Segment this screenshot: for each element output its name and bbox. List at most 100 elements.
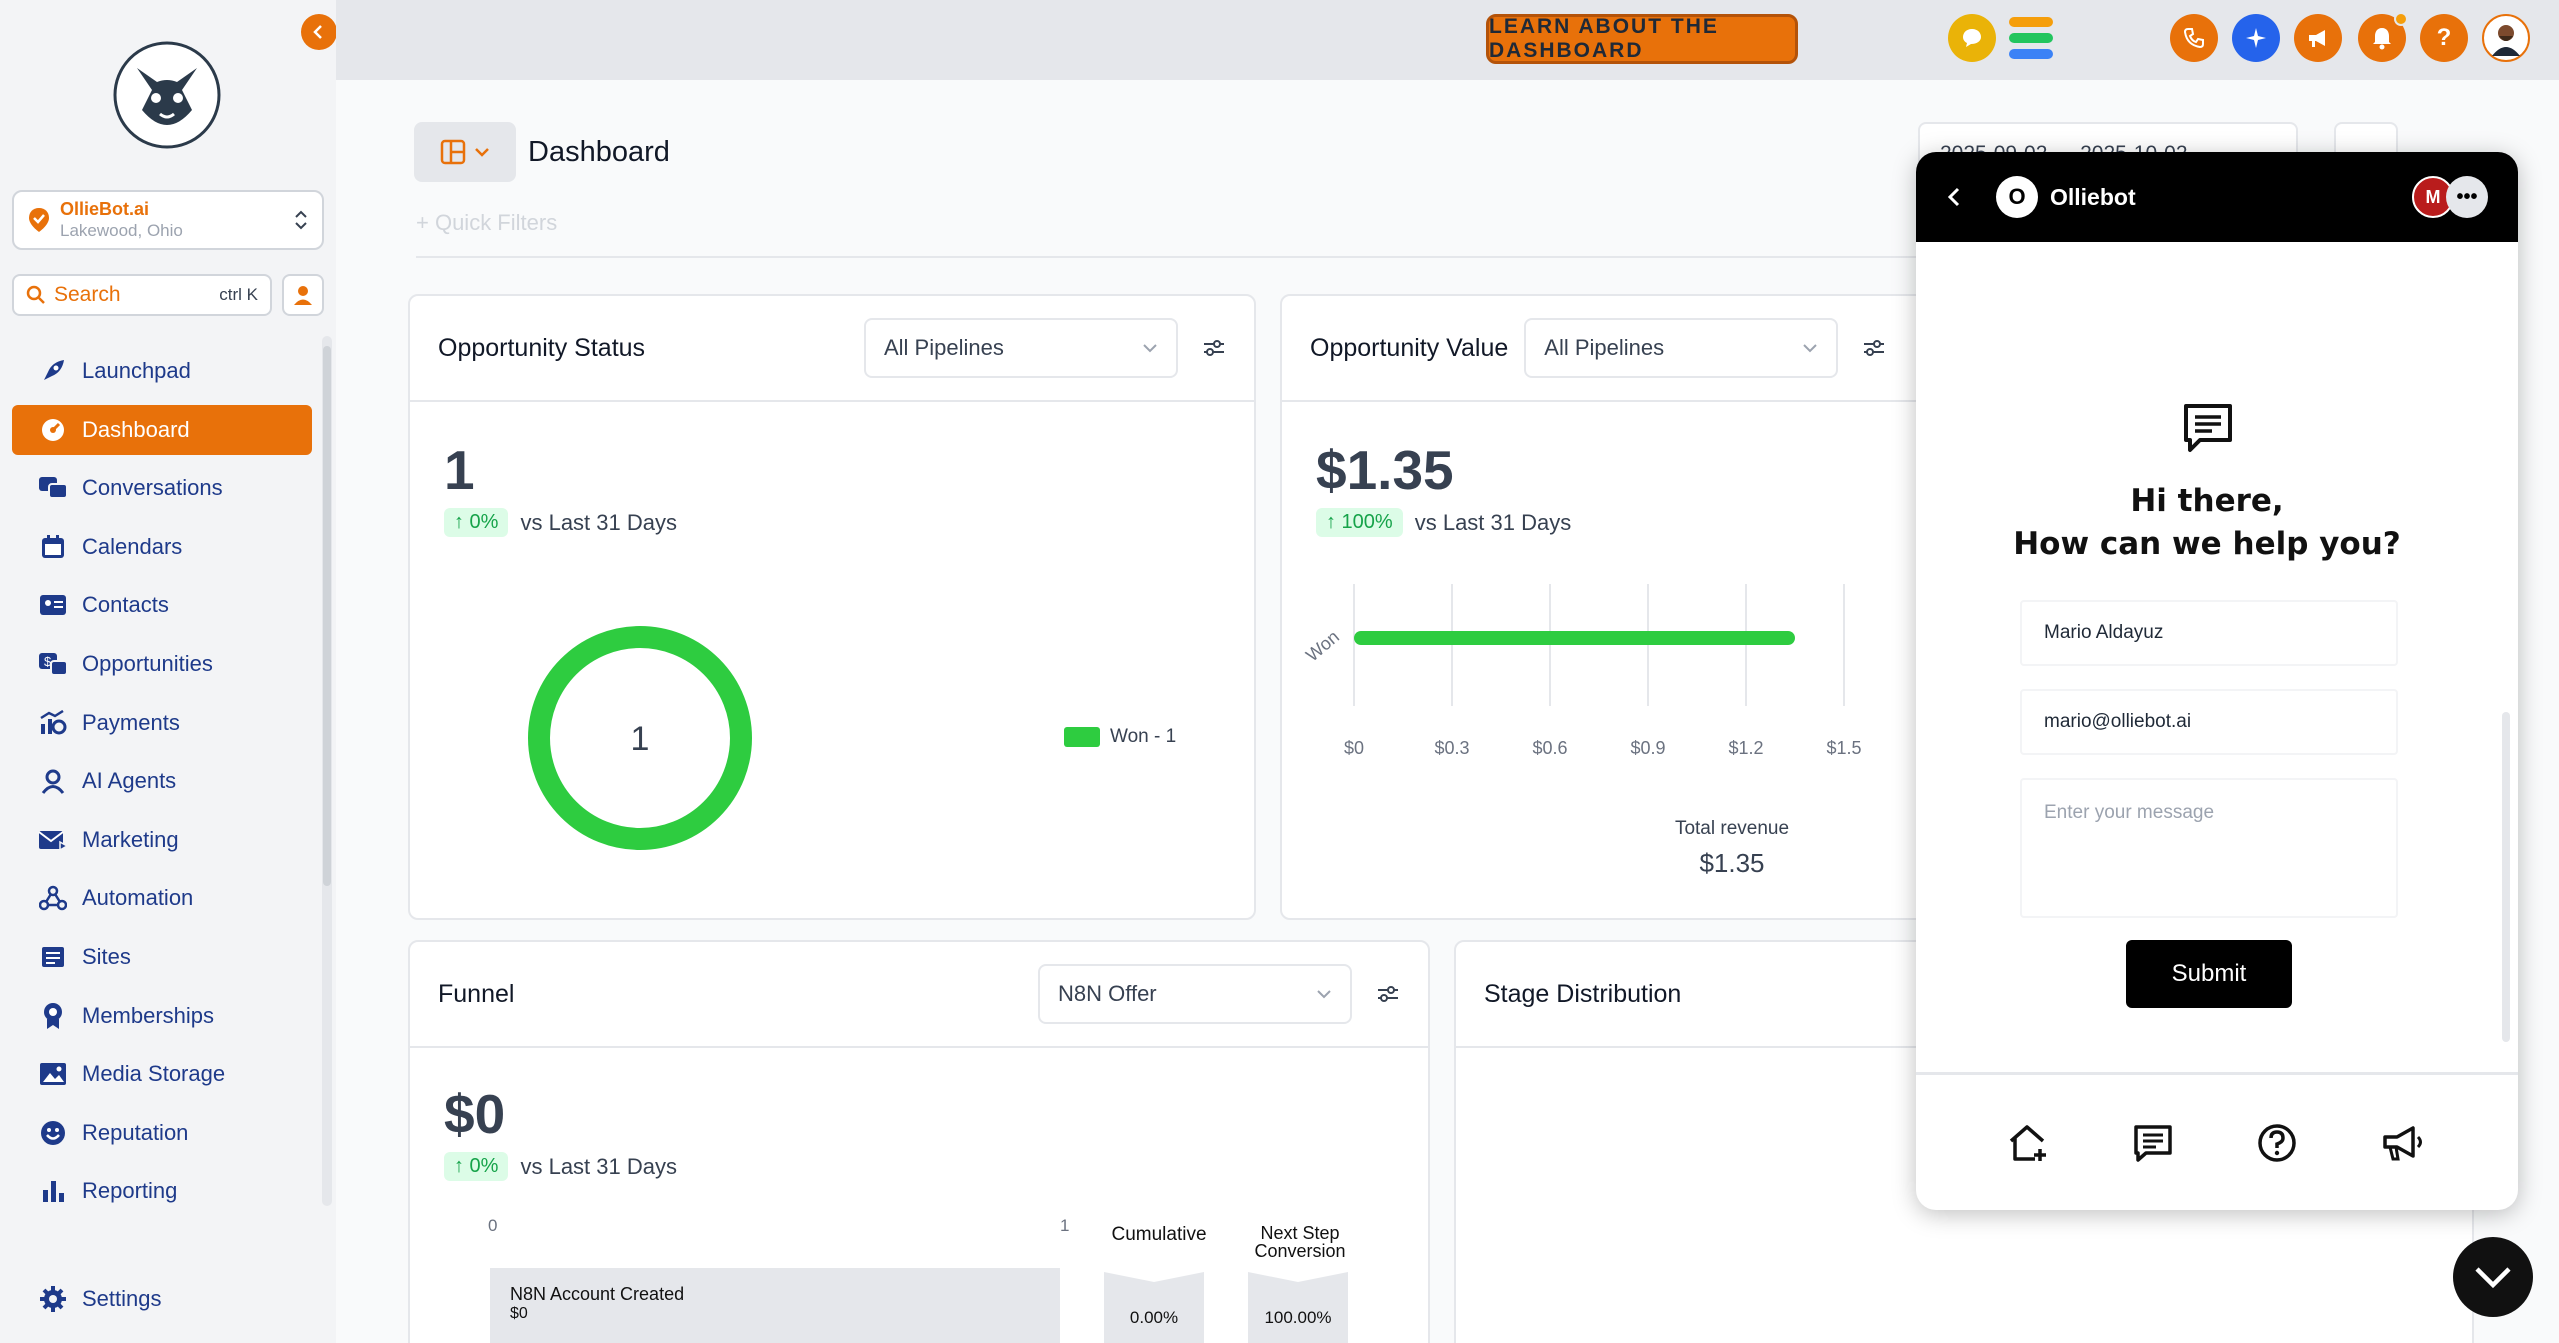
scroll-down-button[interactable] <box>2453 1237 2533 1317</box>
greeting-line2: How can we help you? <box>2013 526 2401 562</box>
chat-brand-avatar: O <box>1996 176 2038 218</box>
rocket-icon <box>38 356 68 386</box>
email-field[interactable]: mario@olliebot.ai <box>2020 689 2398 755</box>
chevron-down-icon <box>1143 344 1157 353</box>
funnel-stage-value: $0 <box>510 1305 528 1322</box>
back-arrow-icon[interactable] <box>1946 186 1962 208</box>
chat-footer-nav <box>1916 1072 2518 1210</box>
chat-widget: O Olliebot M ••• Hi there, How can we he… <box>1916 152 2518 1210</box>
next-step-header: Next Step Conversion <box>1230 1224 1370 1260</box>
filter-settings-icon[interactable] <box>1202 338 1226 358</box>
sidebar-scrollbar[interactable] <box>322 336 332 1206</box>
sidebar-item-dashboard[interactable]: Dashboard <box>12 404 312 455</box>
sidebar-item-payments[interactable]: Payments <box>12 698 312 748</box>
delta-badge: ↑ 0% <box>444 1152 509 1181</box>
sidebar-search[interactable]: Search ctrl K <box>12 274 272 316</box>
contact-card-icon <box>38 590 68 620</box>
location-switcher[interactable]: OllieBot.ai Lakewood, Ohio <box>12 190 324 250</box>
message-icon <box>2184 404 2232 452</box>
image-icon <box>38 1059 68 1089</box>
sidebar-item-ai-agents[interactable]: AI Agents <box>12 756 312 806</box>
sidebar-item-launchpad[interactable]: Launchpad <box>12 346 312 396</box>
sidebar-item-label: Dashboard <box>82 416 190 442</box>
calendar-icon <box>38 532 68 562</box>
sidebar-item-label: Conversations <box>82 475 223 501</box>
location-subtitle: Lakewood, Ohio <box>60 221 183 240</box>
agent-icon <box>38 766 68 796</box>
bar-won[interactable] <box>1354 631 1795 645</box>
layout-switcher-button[interactable] <box>414 122 516 182</box>
submit-button[interactable]: Submit <box>2126 940 2292 1008</box>
filter-settings-icon[interactable] <box>1862 338 1886 358</box>
revenue-bar-chart: $0 $0.3 $0.6 $0.9 $1.2 $1.5 Won <box>1302 584 1862 758</box>
chat-scrollbar[interactable] <box>2502 712 2510 1042</box>
metric-value: $0 <box>444 1083 506 1145</box>
sidebar-item-label: Reputation <box>82 1119 189 1145</box>
sidebar-nav: Launchpad Dashboard Conversations Calend… <box>12 346 312 1225</box>
select-value: All Pipelines <box>884 335 1004 360</box>
sidebar-item-label: Launchpad <box>82 358 191 383</box>
search-label: Search <box>54 283 121 306</box>
select-value: N8N Offer <box>1058 981 1157 1006</box>
more-options-icon[interactable]: ••• <box>2446 176 2488 218</box>
badge-icon <box>38 1001 68 1031</box>
sidebar-item-automation[interactable]: Automation <box>12 873 312 923</box>
sidebar-item-opportunities[interactable]: $ Opportunities <box>12 639 312 689</box>
sidebar-item-media-storage[interactable]: Media Storage <box>12 1049 312 1099</box>
x-tick-label: $1.2 <box>1728 738 1763 758</box>
card-title: Stage Distribution <box>1484 979 1682 1008</box>
filter-settings-icon[interactable] <box>1376 984 1400 1004</box>
user-avatar[interactable] <box>2482 14 2530 62</box>
metric-value: 1 <box>444 439 475 501</box>
next-step-value: 100.00% <box>1248 1272 1348 1343</box>
stack-menu-icon[interactable] <box>2006 14 2056 62</box>
pipeline-select[interactable]: All Pipelines <box>1524 318 1839 378</box>
sidebar-item-contacts[interactable]: Contacts <box>12 580 312 630</box>
sidebar-item-label: Memberships <box>82 1002 215 1028</box>
sidebar-item-reputation[interactable]: Reputation <box>12 1108 312 1158</box>
collapse-sidebar-button[interactable] <box>301 14 337 50</box>
help-icon[interactable]: ? <box>2420 14 2468 62</box>
chat-header: O Olliebot M ••• <box>1916 152 2518 242</box>
ai-sparkle-icon[interactable] <box>2232 14 2280 62</box>
megaphone-icon[interactable] <box>2294 14 2342 62</box>
name-field[interactable]: Mario Aldayuz <box>2020 600 2398 666</box>
settings-label: Settings <box>82 1286 162 1311</box>
cumulative-value: 0.00% <box>1104 1272 1204 1343</box>
search-icon <box>26 285 45 304</box>
chevron-left-icon <box>313 25 322 39</box>
pipeline-select[interactable]: All Pipelines <box>864 318 1178 378</box>
next-step-header-line2: Conversion <box>1254 1241 1346 1261</box>
mail-send-icon <box>38 825 68 855</box>
sidebar-item-calendars[interactable]: Calendars <box>12 522 312 572</box>
sidebar-item-memberships[interactable]: Memberships <box>12 991 312 1041</box>
divider <box>416 256 2256 258</box>
legend-swatch <box>1064 727 1100 747</box>
user-profile-button[interactable] <box>282 274 324 316</box>
funnel-card: Funnel N8N Offer $0 ↑ 0% vs Last 31 Days… <box>408 940 1430 1343</box>
announcements-icon[interactable] <box>2381 1123 2427 1163</box>
brand-logo <box>112 40 222 150</box>
messages-icon[interactable] <box>2132 1123 2174 1163</box>
location-name: OllieBot.ai <box>60 199 150 219</box>
bell-icon[interactable] <box>2358 12 2408 62</box>
compare-label: vs Last 31 Days <box>520 509 677 535</box>
home-icon[interactable] <box>2007 1123 2049 1163</box>
sidebar-item-reporting[interactable]: Reporting <box>12 1166 312 1216</box>
message-field[interactable]: Enter your message <box>2020 778 2398 918</box>
search-shortcut: ctrl K <box>219 285 258 304</box>
quick-filters-button[interactable]: + Quick Filters <box>416 210 558 235</box>
metric-value: $1.35 <box>1316 439 1454 501</box>
chat-bubble-icon[interactable] <box>1948 14 1996 62</box>
pipeline-select[interactable]: N8N Offer <box>1038 964 1352 1024</box>
sidebar-item-sites[interactable]: Sites <box>12 932 312 982</box>
sidebar-item-label: Opportunities <box>82 650 213 676</box>
help-center-icon[interactable] <box>2256 1122 2298 1164</box>
x-tick-label: $1.5 <box>1826 738 1861 758</box>
sidebar-item-conversations[interactable]: Conversations <box>12 463 312 513</box>
greeting-line1: Hi there, <box>2130 483 2284 519</box>
sidebar-item-settings[interactable]: Settings <box>38 1284 162 1314</box>
phone-icon[interactable] <box>2170 14 2218 62</box>
learn-dashboard-button[interactable]: LEARN ABOUT THE DASHBOARD <box>1486 14 1798 64</box>
sidebar-item-marketing[interactable]: Marketing <box>12 815 312 865</box>
